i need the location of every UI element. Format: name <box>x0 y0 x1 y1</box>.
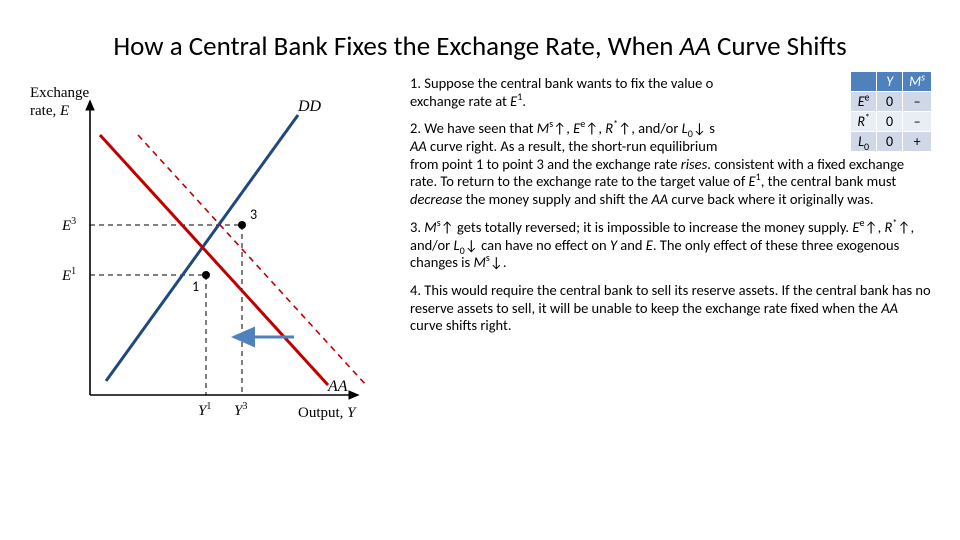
table-header-ms: Ms <box>903 72 932 92</box>
svg-text:Y3: Y3 <box>234 401 247 419</box>
cell-ms: + <box>903 132 932 152</box>
row-label: R* <box>851 112 877 132</box>
chart: 1 3 DD AA Exchange rate, E Output, Y E1 E3 Y1 Y3 <box>28 75 398 455</box>
cell-ms: – <box>903 112 932 132</box>
table-header-row: Y Ms <box>851 72 932 92</box>
svg-text:DD: DD <box>297 98 322 115</box>
table-header-y: Y <box>877 72 903 92</box>
table-header-blank <box>851 72 877 92</box>
text-column: Y Ms Ee 0 – R* 0 – L0 0 + <box>410 75 932 455</box>
table-row: Ee 0 – <box>851 92 932 112</box>
svg-text:1: 1 <box>192 278 199 295</box>
paragraph-4: 4. This would require the central bank t… <box>410 282 932 335</box>
title-post: Curve Shifts <box>711 30 847 63</box>
svg-text:Y1: Y1 <box>198 401 211 419</box>
paragraph-3: 3. Ms↑ gets totally reversed; it is impo… <box>410 219 932 272</box>
svg-text:Exchange: Exchange <box>30 85 89 101</box>
svg-text:rate, E: rate, E <box>30 103 69 119</box>
table-row: L0 0 + <box>851 132 932 152</box>
title-pre: How a Central Bank Fixes the Exchange Ra… <box>113 30 679 63</box>
svg-text:E3: E3 <box>61 216 76 234</box>
title-ital: AA <box>680 30 711 63</box>
row-label: L0 <box>851 132 877 152</box>
chart-svg: 1 3 DD AA Exchange rate, E Output, Y E1 E3 Y1 Y3 <box>28 75 398 455</box>
cell-y: 0 <box>877 92 903 112</box>
chart-column: 1 3 DD AA Exchange rate, E Output, Y E1 E3 Y1 Y3 <box>28 75 398 455</box>
svg-text:Output, Y: Output, Y <box>298 405 357 421</box>
svg-text:E1: E1 <box>61 266 76 284</box>
table-row: R* 0 – <box>851 112 932 132</box>
svg-text:3: 3 <box>250 206 257 223</box>
slide-title: How a Central Bank Fixes the Exchange Ra… <box>28 30 932 63</box>
effects-table: Y Ms Ee 0 – R* 0 – L0 0 + <box>850 71 932 152</box>
svg-text:AA: AA <box>327 378 348 395</box>
row-label: Ee <box>851 92 877 112</box>
cell-y: 0 <box>877 112 903 132</box>
content-row: 1 3 DD AA Exchange rate, E Output, Y E1 E3 Y1 Y3 Y… <box>28 75 932 455</box>
cell-ms: – <box>903 92 932 112</box>
cell-y: 0 <box>877 132 903 152</box>
slide: How a Central Bank Fixes the Exchange Ra… <box>0 0 960 540</box>
